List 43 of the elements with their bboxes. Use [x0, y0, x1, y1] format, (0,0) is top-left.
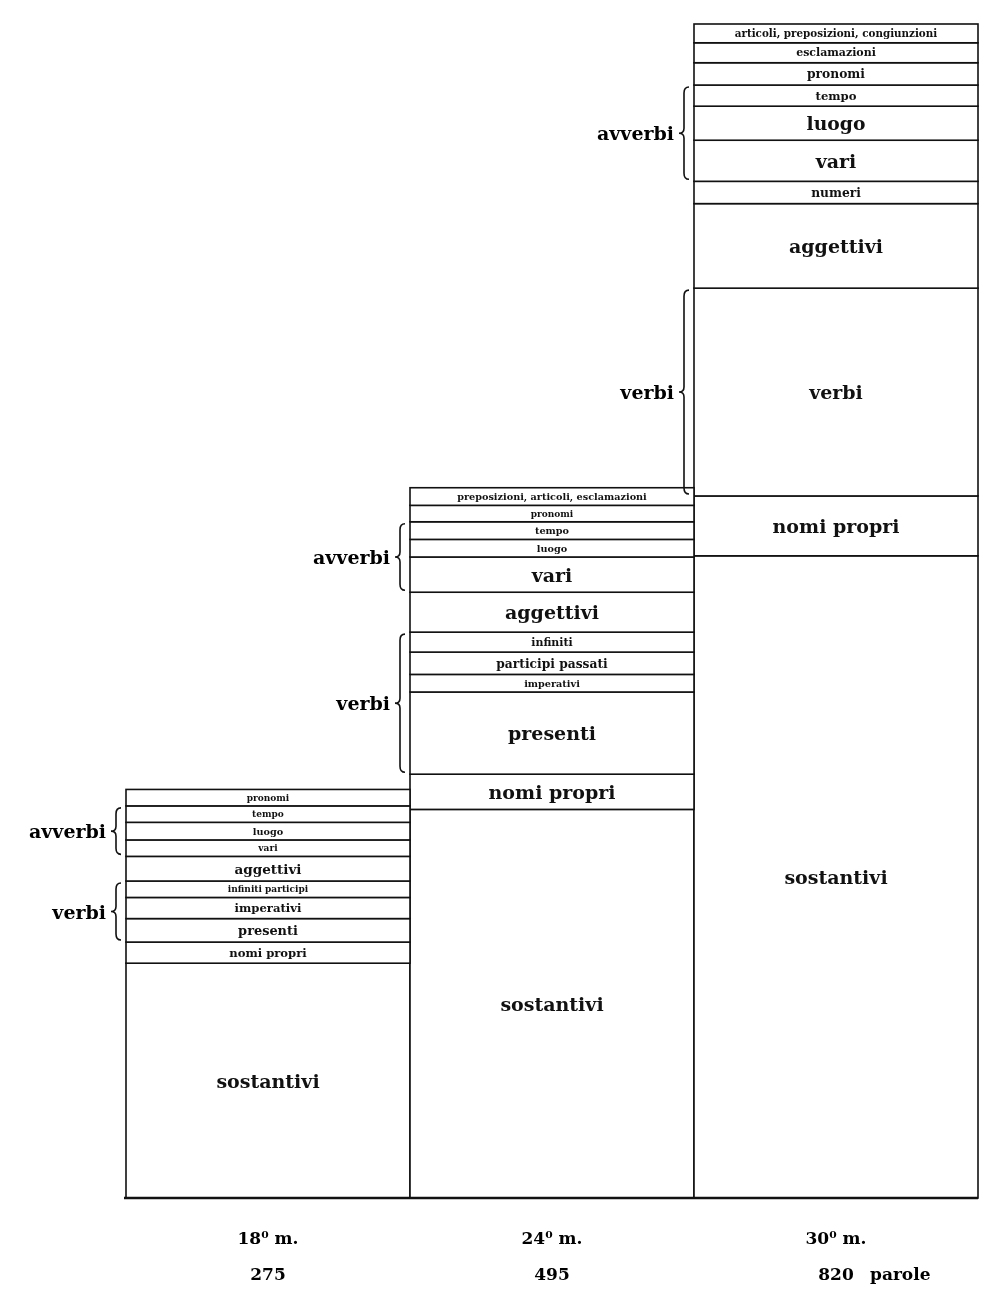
annotation: verbi: [335, 692, 390, 715]
series-label: verbi: [808, 381, 863, 404]
series-label: presenti: [238, 922, 298, 938]
series-label: imperativi: [524, 677, 581, 689]
series-label: numeri: [811, 184, 862, 200]
text: tempo: [534, 525, 570, 537]
text: luogo: [536, 542, 568, 554]
text: luogo: [806, 112, 866, 135]
text: sostantivi: [500, 992, 604, 1015]
series-label: sostantivi: [216, 1069, 320, 1092]
text: nomi propri: [488, 780, 616, 803]
series-label: articoli, preposizioni, congiunzioni: [734, 27, 938, 40]
text: aggettivi: [505, 601, 599, 624]
series-label: infiniti: [531, 635, 573, 649]
series-label: infiniti participi: [227, 884, 309, 895]
text: nomi propri: [772, 514, 900, 537]
x-tick-label: 24⁰ m. 495: [521, 1228, 583, 1284]
series-label: participi passati: [496, 655, 609, 671]
text: verbi: [51, 900, 106, 923]
annotation: avverbi: [597, 122, 674, 145]
series-label: tempo: [252, 809, 284, 820]
text: pronomi: [530, 508, 574, 519]
text: avverbi: [29, 820, 106, 843]
text: aggettivi: [789, 234, 883, 257]
series-label: pronomi: [246, 792, 290, 803]
series-label: nomi propri: [229, 945, 308, 960]
series-label: preposizioni, articoli, esclamazioni: [457, 491, 648, 503]
text: pronomi: [807, 66, 865, 82]
series-label: luogo: [252, 825, 284, 837]
series-label: vari: [257, 843, 279, 854]
annotation: verbi: [619, 381, 674, 404]
x-tick-label: 30⁰ m. 820: [805, 1228, 867, 1284]
text: vari: [531, 563, 573, 586]
text: imperativi: [234, 901, 302, 916]
x-tick-label: 18⁰ m. 275: [237, 1228, 299, 1284]
text: sostantivi: [784, 865, 888, 888]
text: vari: [815, 149, 857, 172]
series-label: esclamazioni: [796, 46, 876, 60]
text: tempo: [815, 88, 857, 103]
annotation: avverbi: [313, 546, 390, 568]
series-label: aggettivi: [234, 860, 302, 877]
text: presenti: [508, 722, 596, 745]
x-axis-title: parole: [870, 1264, 931, 1284]
